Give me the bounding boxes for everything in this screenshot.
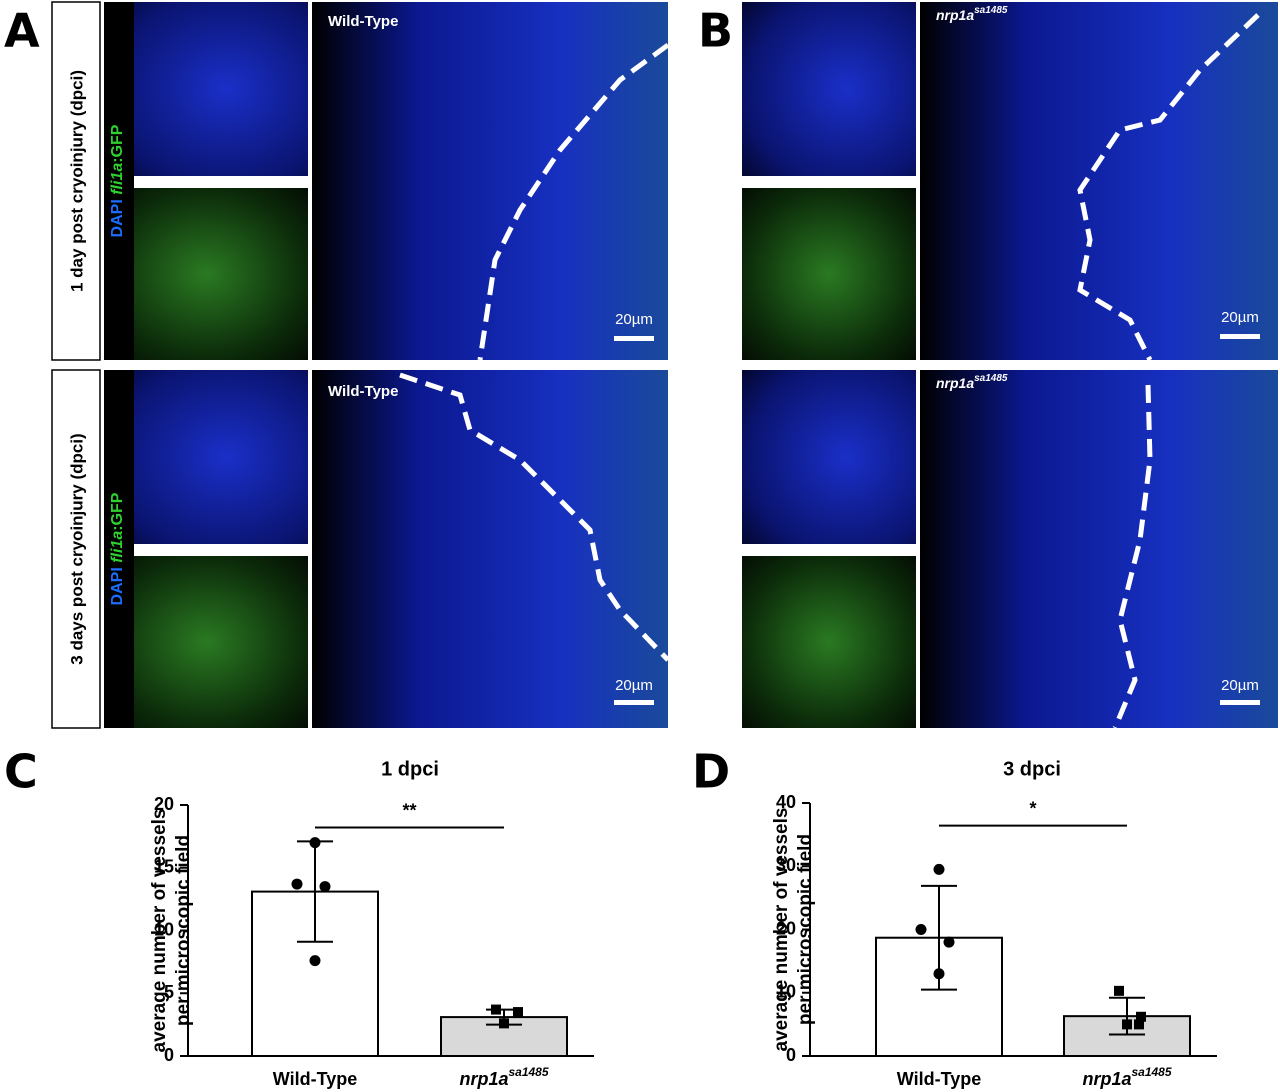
y-tick-label: 5 [164,982,174,1002]
significance-label: ** [402,800,416,820]
merge-image [920,2,1278,360]
row-label: 1 day post cryoinjury (dpci) [67,70,86,292]
gfp-image [742,188,916,360]
genotype-allele: sa1485 [974,373,1008,384]
injury-border [399,372,670,662]
merge-image [920,370,1278,728]
y-tick-label: 0 [786,1045,796,1065]
y-tick-label: 10 [776,982,796,1002]
panel-letter: B [698,4,733,58]
image-edge [104,2,134,360]
category-name: nrp1a [459,1069,508,1089]
scale-bar-label: 20µm [1221,309,1259,326]
dapi-image [742,370,916,544]
x-tick-label: nrp1asa1485 [459,1065,548,1089]
dapi-image [104,2,308,176]
merge-image [312,2,668,360]
category-superscript: sa1485 [1131,1065,1171,1079]
divider [134,176,308,188]
dapi-image [104,370,308,544]
category-name: Wild-Type [273,1069,358,1089]
data-point [499,1018,509,1029]
stain-gfp: :GFP [109,492,126,531]
data-point [309,955,321,967]
divider [742,544,916,556]
panel-letter: A [4,4,40,58]
panel-a-row-2: 3 days post cryoinjury (dpci) DAPI fli1a… [51,369,670,729]
y-axis-label: average number of vessels [771,808,792,1052]
gfp-image [742,556,916,728]
stain-gene: fli1a [109,163,126,195]
scale-bar-label: 20µm [615,311,653,328]
stain-dapi: DAPI [109,199,126,237]
genotype-label: nrp1asa1485 [936,5,1008,23]
data-point [915,924,927,935]
y-tick-label: 0 [164,1045,174,1065]
scale-bar [614,700,654,705]
chart-title: 1 dpci [381,758,439,780]
data-point [491,1004,501,1015]
category-name: nrp1a [1082,1069,1131,1089]
y-axis-label: average number of vessels [149,809,170,1053]
row-label-box [51,1,101,361]
stain-label: DAPI fli1a:GFP [109,124,126,237]
dapi-image [742,2,916,176]
data-point [1136,1011,1146,1022]
injury-border [1112,384,1153,729]
data-point [933,863,945,875]
genotype-allele: sa1485 [974,5,1008,16]
panel-b-row-2: nrp1asa1485 20µm [742,370,1278,729]
y-tick-label: 20 [154,794,174,814]
significance-label: * [1029,798,1036,818]
stain-label: DAPI fli1a:GFP [109,492,126,605]
y-tick-label: 20 [776,918,796,938]
stain-gene: fli1a [109,531,126,563]
data-point [1122,1019,1132,1030]
genotype-label: Wild-Type [328,383,398,400]
data-point [309,837,321,849]
data-point [943,936,955,948]
x-tick-label: Wild-Type [273,1069,358,1089]
data-point [1134,1019,1144,1030]
data-point [933,968,945,980]
genotype-label: Wild-Type [328,13,398,30]
chart-title: 3 dpci [1003,758,1061,780]
y-tick-label: 30 [776,855,796,875]
genotype-label: nrp1asa1485 [936,373,1008,391]
data-point [319,881,331,893]
category-name: Wild-Type [897,1069,982,1089]
x-tick-label: nrp1asa1485 [1082,1065,1171,1089]
y-tick-label: 10 [154,919,174,939]
divider [742,176,916,188]
data-point [1114,985,1124,996]
genotype-base: nrp1a [936,375,974,391]
divider [134,544,308,556]
category-superscript: sa1485 [508,1065,548,1079]
merge-image [312,370,668,728]
genotype-base: nrp1a [936,7,974,23]
scale-bar [614,336,654,341]
y-tick-label: 40 [776,792,796,812]
data-point [291,878,303,890]
panel-b-row-1: nrp1asa1485 20µm [742,2,1278,362]
panel-a-row-1: 1 day post cryoinjury (dpci) DAPI fli1a:… [51,1,670,361]
image-edge [104,370,134,728]
row-label-box [51,369,101,729]
scale-bar-label: 20µm [1221,677,1259,694]
panel-letter: C [4,745,38,799]
scale-bar [1220,700,1260,705]
y-tick-label: 15 [154,857,174,877]
scale-bar-label: 20µm [615,677,653,694]
injury-border [1077,13,1260,362]
panel-letter: D [692,745,730,799]
stain-gfp: :GFP [109,124,126,163]
gfp-image [104,556,308,728]
stain-dapi: DAPI [109,567,126,605]
row-label: 3 days post cryoinjury (dpci) [67,433,86,664]
x-tick-label: Wild-Type [897,1069,982,1089]
data-point [513,1007,523,1018]
gfp-image [104,188,308,360]
scale-bar [1220,334,1260,339]
